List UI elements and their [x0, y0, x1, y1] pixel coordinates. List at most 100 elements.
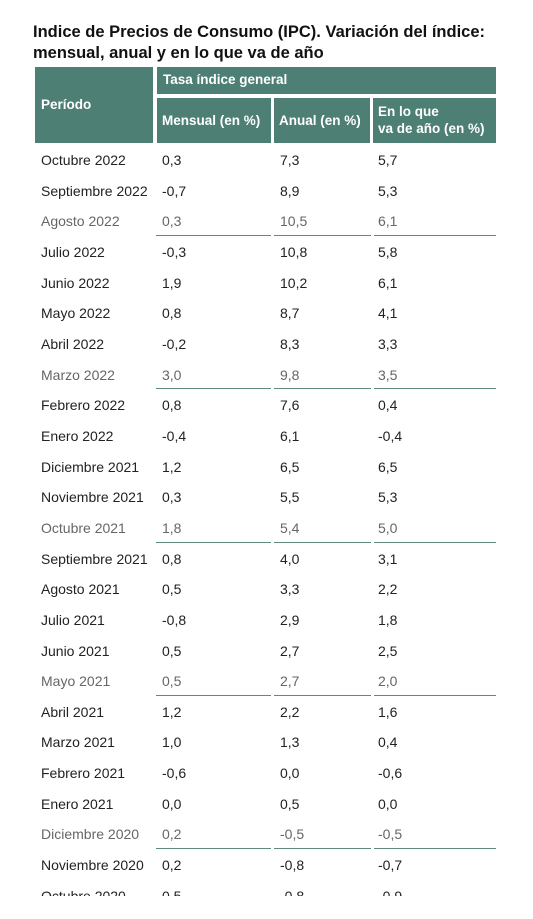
cell-ytd: 3,5	[378, 366, 398, 383]
cell-anual: 4,0	[280, 550, 300, 567]
cell-mensual: 1,2	[162, 458, 182, 475]
cell-ytd: -0,5	[378, 826, 403, 843]
cell-ytd: -0,4	[378, 427, 403, 444]
cell-mensual: 0,8	[162, 305, 182, 322]
cell-period: Septiembre 2021	[41, 550, 148, 567]
table-row: Marzo 2021 1,0 1,3 0,4	[35, 726, 496, 757]
table-row: Enero 2022 -0,4 6,1 -0,4	[35, 420, 496, 451]
cell-anual: 2,7	[280, 673, 300, 690]
table-row: Marzo 2022 3,0 9,8 3,5	[35, 359, 496, 390]
cell-period: Noviembre 2021	[41, 489, 144, 506]
cell-period: Agosto 2022	[41, 213, 120, 230]
cell-mensual: -0,2	[162, 335, 187, 352]
cell-period: Agosto 2021	[41, 581, 120, 598]
cell-anual: 2,9	[280, 611, 300, 628]
cell-ytd: 0,0	[378, 795, 398, 812]
cell-period: Diciembre 2021	[41, 458, 140, 475]
cell-period: Octubre 2021	[41, 519, 126, 536]
cell-mensual: 1,2	[162, 703, 182, 720]
cell-anual: 9,8	[280, 366, 300, 383]
table-row: Julio 2021 -0,8 2,9 1,8	[35, 604, 496, 635]
table-row: Noviembre 2021 0,3 5,5 5,3	[35, 481, 496, 512]
cell-period: Enero 2022	[41, 427, 114, 444]
table-row: Julio 2022 -0,3 10,8 5,8	[35, 236, 496, 267]
cell-ytd: 3,3	[378, 335, 398, 352]
table-row: Febrero 2021 -0,6 0,0 -0,6	[35, 757, 496, 788]
cell-anual: 6,1	[280, 427, 300, 444]
column-header-mensual: Mensual (en %)	[157, 98, 271, 143]
cell-anual: 2,2	[280, 703, 300, 720]
cell-anual: 3,3	[280, 581, 300, 598]
cell-ytd: 5,8	[378, 243, 398, 260]
table-row: Noviembre 2020 0,2 -0,8 -0,7	[35, 849, 496, 880]
cell-anual: 10,5	[280, 213, 308, 230]
cell-mensual: 0,5	[162, 887, 182, 896]
column-header-ytd-line1: En lo que	[378, 104, 439, 119]
cell-anual: -0,5	[280, 826, 305, 843]
cell-period: Mayo 2022	[41, 305, 111, 322]
cell-ytd: -0,7	[378, 857, 403, 874]
cell-ytd: 5,3	[378, 489, 398, 506]
cell-anual: 7,6	[280, 397, 300, 414]
table-row: Octubre 2021 1,8 5,4 5,0	[35, 512, 496, 543]
cell-mensual: -0,7	[162, 182, 187, 199]
cell-mensual: -0,4	[162, 427, 187, 444]
cell-mensual: -0,8	[162, 611, 187, 628]
cell-period: Junio 2022	[41, 274, 110, 291]
page-title: Indice de Precios de Consumo (IPC). Vari…	[33, 23, 486, 62]
cell-mensual: 0,3	[162, 489, 182, 506]
cell-mensual: 1,0	[162, 734, 182, 751]
cell-mensual: 0,5	[162, 642, 182, 659]
cell-mensual: 0,2	[162, 857, 182, 874]
cell-anual: 10,8	[280, 243, 308, 260]
cell-period: Febrero 2022	[41, 397, 126, 414]
cell-mensual: 1,9	[162, 274, 182, 291]
cell-mensual: 0,8	[162, 550, 182, 567]
cell-period: Julio 2021	[41, 611, 105, 628]
cell-ytd: 6,1	[378, 213, 398, 230]
cell-period: Julio 2022	[41, 243, 105, 260]
table-row: Febrero 2022 0,8 7,6 0,4	[35, 389, 496, 420]
cell-anual: 5,5	[280, 489, 300, 506]
cell-period: Junio 2021	[41, 642, 110, 659]
cell-mensual: 0,5	[162, 581, 182, 598]
cell-period: Marzo 2022	[41, 366, 115, 383]
cell-period: Marzo 2021	[41, 734, 115, 751]
cell-period: Febrero 2021	[41, 765, 126, 782]
cell-ytd: 0,4	[378, 734, 398, 751]
cell-mensual: 0,2	[162, 826, 182, 843]
column-header-ytd: En lo que va de año (en %)	[373, 98, 496, 143]
cell-period: Octubre 2022	[41, 152, 126, 168]
cell-mensual: 0,5	[162, 673, 182, 690]
cell-mensual: 0,3	[162, 213, 182, 230]
cell-ytd: 2,0	[378, 673, 398, 690]
table-row: Diciembre 2021 1,2 6,5 6,5	[35, 451, 496, 482]
cell-ytd: 6,5	[378, 458, 398, 475]
column-header-anual: Anual (en %)	[274, 98, 370, 143]
cell-mensual: 0,0	[162, 795, 182, 812]
table-row: Junio 2022 1,9 10,2 6,1	[35, 267, 496, 298]
cell-anual: 7,3	[280, 152, 300, 168]
cell-ytd: 3,1	[378, 550, 398, 567]
cell-period: Diciembre 2020	[41, 826, 140, 843]
cell-anual: 0,5	[280, 795, 300, 812]
cell-anual: 2,7	[280, 642, 300, 659]
cell-ytd: 0,4	[378, 397, 398, 414]
cell-period: Enero 2021	[41, 795, 114, 812]
cell-mensual: 3,0	[162, 366, 182, 383]
cell-ytd: 6,1	[378, 274, 398, 291]
cell-anual: 5,4	[280, 519, 300, 536]
cell-period: Abril 2021	[41, 703, 105, 720]
table-row: Abril 2021 1,2 2,2 1,6	[35, 696, 496, 727]
column-group-header-tasa: Tasa índice general	[157, 67, 496, 94]
cell-ytd: 1,6	[378, 703, 398, 720]
table-row: Mayo 2022 0,8 8,7 4,1	[35, 297, 496, 328]
table-row: Enero 2021 0,0 0,5 0,0	[35, 788, 496, 819]
cell-anual: 8,7	[280, 305, 300, 322]
table-row: Octubre 2020 0,5 -0,8 -0,9	[35, 880, 496, 896]
table-row: Diciembre 2020 0,2 -0,5 -0,5	[35, 818, 496, 849]
cell-anual: 8,3	[280, 335, 300, 352]
cell-anual: -0,8	[280, 887, 305, 896]
table-row: Junio 2021 0,5 2,7 2,5	[35, 635, 496, 666]
cell-mensual: 1,8	[162, 519, 182, 536]
